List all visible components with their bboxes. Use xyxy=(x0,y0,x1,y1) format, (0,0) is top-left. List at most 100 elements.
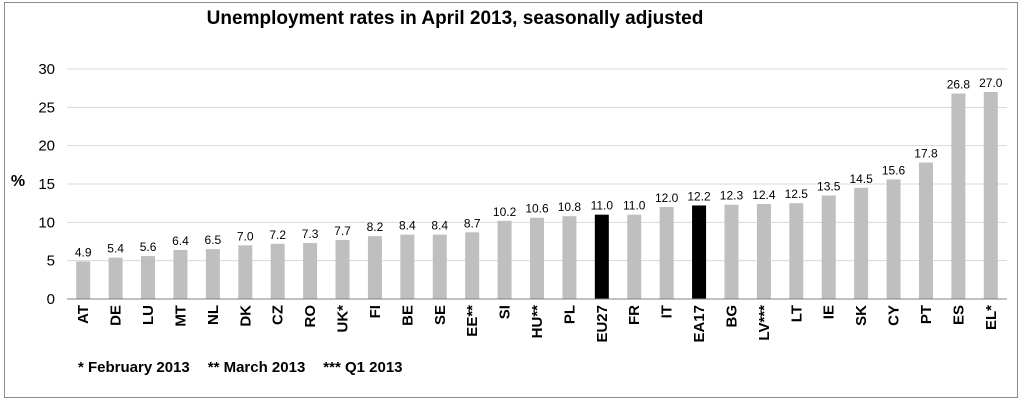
bar-lu xyxy=(141,256,156,299)
y-tick-label: 5 xyxy=(47,253,55,270)
value-label: 17.8 xyxy=(914,147,938,161)
value-label: 8.4 xyxy=(399,219,416,233)
value-label: 7.3 xyxy=(302,227,319,241)
value-label: 26.8 xyxy=(947,78,971,92)
bar-sk xyxy=(854,187,869,299)
y-tick-label: 15 xyxy=(38,176,55,193)
x-tick-label: NL xyxy=(205,305,222,325)
x-tick-label: BG xyxy=(723,305,740,328)
value-label: 6.4 xyxy=(172,234,189,248)
x-tick-label: SI xyxy=(497,305,514,319)
value-label: 12.4 xyxy=(752,188,776,202)
footnote-march: ** March 2013 xyxy=(207,359,306,376)
bar-ie xyxy=(821,195,836,299)
value-label: 8.4 xyxy=(431,219,448,233)
bar-fr xyxy=(627,214,642,299)
value-label: 5.4 xyxy=(107,242,124,256)
x-tick-label: UK* xyxy=(335,305,352,333)
bar-pt xyxy=(918,162,933,299)
y-tick-label: 25 xyxy=(38,99,55,116)
chart-frame xyxy=(4,2,1018,398)
value-label: 15.6 xyxy=(882,163,906,177)
bar-it xyxy=(659,207,674,299)
bar-nl xyxy=(205,249,220,299)
bar-hu xyxy=(530,217,544,299)
x-tick-label: PL xyxy=(561,305,578,324)
y-tick-label: 30 xyxy=(38,61,55,78)
value-label: 10.2 xyxy=(493,205,517,219)
bars xyxy=(76,92,998,300)
x-tick-label: EL* xyxy=(983,305,1000,330)
value-label: 10.6 xyxy=(525,202,549,216)
value-label: 6.5 xyxy=(205,233,222,247)
x-tick-label: EU27 xyxy=(594,305,611,343)
x-tick-label: MT xyxy=(172,305,189,327)
x-tick-label: ES xyxy=(950,305,967,325)
y-tick-label: 10 xyxy=(38,214,55,231)
x-tick-label: EE** xyxy=(464,305,481,337)
x-tick-label: DK xyxy=(237,305,254,327)
x-tick-label: PT xyxy=(918,305,935,324)
value-labels: 4.9 5.4 5.6 6.4 6.5 7.0 7.2 7.3 7.7 8.2 8.4 8.4 8.7 1… xyxy=(75,76,1003,259)
bar-ee xyxy=(465,232,480,299)
x-tick-label: CZ xyxy=(270,305,287,325)
value-label: 8.2 xyxy=(367,220,384,234)
bar-mt xyxy=(173,249,188,299)
chart-title: Unemployment rates in April 2013, season… xyxy=(206,8,704,29)
x-tick-label: CY xyxy=(886,305,903,326)
value-label: 7.2 xyxy=(269,228,286,242)
value-label: 12.0 xyxy=(655,191,679,205)
y-tick-label: 20 xyxy=(38,138,55,155)
value-label: 7.7 xyxy=(334,224,351,238)
x-tick-label: EA17 xyxy=(691,305,708,343)
value-label: 8.7 xyxy=(464,216,481,230)
bar-lt xyxy=(789,203,804,299)
y-axis-ticks: 0 5 10 15 20 25 30 xyxy=(38,61,55,308)
x-tick-label: AT xyxy=(75,305,92,324)
x-tick-label: IE xyxy=(821,305,838,319)
bar-pl xyxy=(562,216,577,299)
value-label: 12.3 xyxy=(720,189,744,203)
x-tick-label: DE xyxy=(108,305,125,326)
bar-se xyxy=(432,234,447,299)
value-label: 27.0 xyxy=(979,76,1003,90)
value-label: 11.0 xyxy=(591,199,614,213)
value-label: 13.5 xyxy=(817,180,841,194)
x-tick-label: SE xyxy=(432,305,449,325)
x-tick-label: LU xyxy=(140,305,157,325)
value-label: 14.5 xyxy=(849,172,873,186)
x-tick-label: FR xyxy=(626,305,643,325)
bar-fi xyxy=(367,236,382,299)
y-axis-label: % xyxy=(11,173,25,190)
x-axis-ticks: AT DE LU MT NL DK CZ RO UK* FI BE SE EE** SI HU** PL EU2… xyxy=(75,305,1000,343)
bar-be xyxy=(400,234,415,299)
bar-cy xyxy=(886,179,901,299)
x-tick-label: BE xyxy=(399,305,416,326)
footnotes: * February 2013 ** March 2013 *** Q1 201… xyxy=(78,359,403,376)
footnote-q1: *** Q1 2013 xyxy=(323,359,403,376)
value-label: 11.0 xyxy=(623,199,646,213)
bar-cz xyxy=(270,243,285,299)
value-label: 4.9 xyxy=(75,245,92,259)
bar-ro xyxy=(303,243,318,299)
value-label: 7.0 xyxy=(237,229,254,243)
y-tick-label: 0 xyxy=(47,291,55,308)
x-tick-label: FI xyxy=(367,305,384,318)
bar-lv xyxy=(756,203,771,299)
bar-at xyxy=(76,261,91,299)
bar-uk xyxy=(335,239,350,299)
value-label: 5.6 xyxy=(140,240,157,254)
bar-bg xyxy=(724,204,739,299)
bar-eu27 xyxy=(594,214,609,299)
bar-dk xyxy=(238,245,253,299)
value-label: 12.5 xyxy=(785,187,809,201)
x-tick-label: LT xyxy=(788,305,805,322)
value-label: 12.2 xyxy=(687,189,711,203)
x-tick-label: RO xyxy=(302,305,319,328)
x-tick-label: SK xyxy=(853,305,870,326)
x-tick-label: IT xyxy=(659,305,676,318)
bar-de xyxy=(108,257,123,299)
value-label: 10.8 xyxy=(558,200,582,214)
footnote-february: * February 2013 xyxy=(78,359,190,376)
